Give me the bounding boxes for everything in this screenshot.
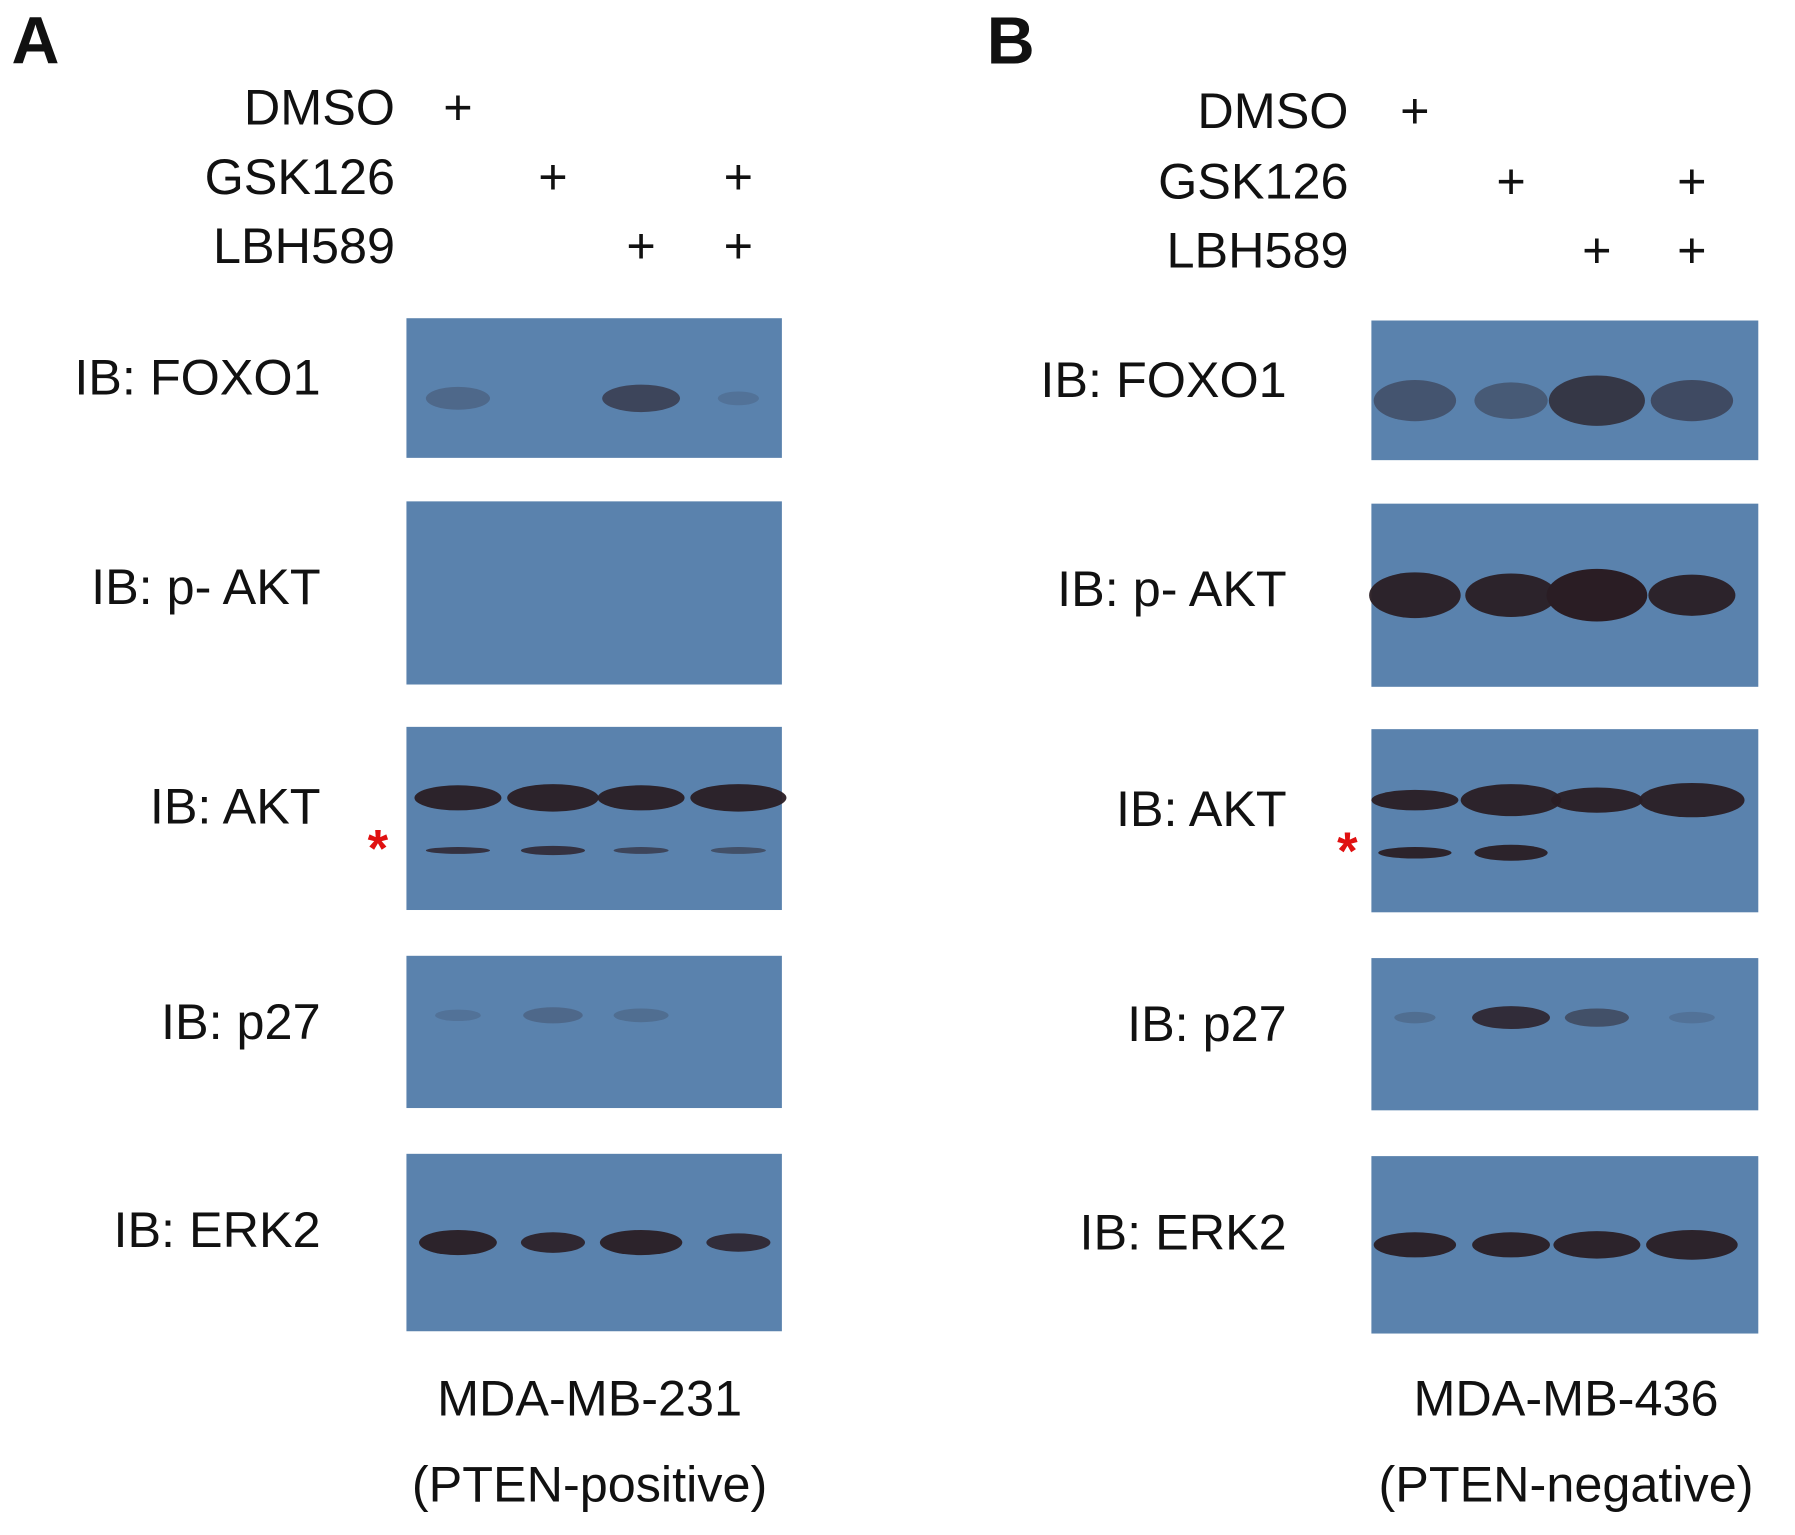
band xyxy=(1394,1011,1436,1024)
blot-label: IB: ERK2 xyxy=(1080,1204,1287,1261)
band xyxy=(425,847,490,854)
band xyxy=(1465,573,1557,617)
band xyxy=(1551,787,1643,813)
asterisk: * xyxy=(1337,822,1358,881)
band xyxy=(435,1009,481,1022)
band xyxy=(1373,1232,1457,1258)
band xyxy=(507,784,599,812)
band xyxy=(1546,568,1648,622)
cell-line: MDA-MB-231 xyxy=(437,1370,742,1427)
band xyxy=(1553,1231,1641,1259)
band xyxy=(1371,789,1459,811)
blot-label: IB: p- AKT xyxy=(91,558,321,615)
blot-label: IB: p27 xyxy=(1127,995,1287,1052)
band xyxy=(1472,1232,1550,1258)
band xyxy=(710,847,766,854)
band xyxy=(1548,375,1645,426)
treatment-label: GSK126 xyxy=(205,148,395,205)
band xyxy=(414,785,502,811)
band xyxy=(1648,574,1736,616)
treatment-mark: + xyxy=(724,217,753,274)
band xyxy=(602,384,681,413)
band xyxy=(1564,1008,1629,1027)
band xyxy=(523,1007,583,1024)
treatment-label: GSK126 xyxy=(1158,153,1348,210)
band xyxy=(706,1233,771,1252)
blot-label: IB: p27 xyxy=(161,993,321,1050)
blot-label: IB: FOXO1 xyxy=(74,348,320,405)
blot xyxy=(406,726,782,911)
band xyxy=(1474,844,1548,861)
band xyxy=(1373,380,1457,422)
blot xyxy=(406,318,782,458)
blot-label: IB: AKT xyxy=(150,778,321,835)
band xyxy=(1378,847,1452,859)
band xyxy=(717,391,759,406)
treatment-mark: + xyxy=(443,78,472,135)
treatment-mark: + xyxy=(1582,221,1611,278)
treatment-mark: + xyxy=(626,217,655,274)
pten-status: (PTEN-negative) xyxy=(1378,1455,1753,1512)
band xyxy=(1474,382,1548,419)
treatment-mark: + xyxy=(538,148,567,205)
band xyxy=(1460,784,1562,817)
blot-label: IB: FOXO1 xyxy=(1040,351,1286,408)
blot xyxy=(406,955,782,1109)
pten-status: (PTEN-positive) xyxy=(412,1455,767,1512)
treatment-label: LBH589 xyxy=(213,217,395,274)
band xyxy=(1472,1006,1550,1030)
panel-letter: B xyxy=(987,4,1035,78)
blot-label: IB: AKT xyxy=(1116,780,1287,837)
band xyxy=(690,784,787,812)
blot xyxy=(1371,729,1759,913)
band xyxy=(613,1008,669,1023)
treatment-mark: + xyxy=(724,148,753,205)
blot-label: IB: p- AKT xyxy=(1057,560,1287,617)
treatment-mark: + xyxy=(1400,82,1429,139)
blot-label: IB: ERK2 xyxy=(113,1201,320,1258)
blot xyxy=(1371,958,1759,1111)
asterisk: * xyxy=(368,820,389,879)
band xyxy=(419,1229,497,1256)
cell-line: MDA-MB-436 xyxy=(1413,1370,1718,1427)
blot xyxy=(406,501,782,685)
band xyxy=(1669,1011,1715,1024)
band xyxy=(597,785,685,811)
band xyxy=(520,845,586,856)
treatment-label: LBH589 xyxy=(1166,221,1348,278)
panel-letter: A xyxy=(12,4,60,78)
band xyxy=(599,1229,683,1256)
band xyxy=(520,1232,586,1253)
treatment-label: DMSO xyxy=(244,78,395,135)
band xyxy=(1650,380,1734,422)
treatment-mark: + xyxy=(1496,153,1525,210)
band xyxy=(425,386,490,410)
band xyxy=(1646,1229,1738,1260)
band xyxy=(1639,782,1745,818)
treatment-mark: + xyxy=(1677,153,1706,210)
band xyxy=(1369,572,1461,619)
treatment-mark: + xyxy=(1677,221,1706,278)
treatment-label: DMSO xyxy=(1197,82,1348,139)
band xyxy=(613,847,669,854)
